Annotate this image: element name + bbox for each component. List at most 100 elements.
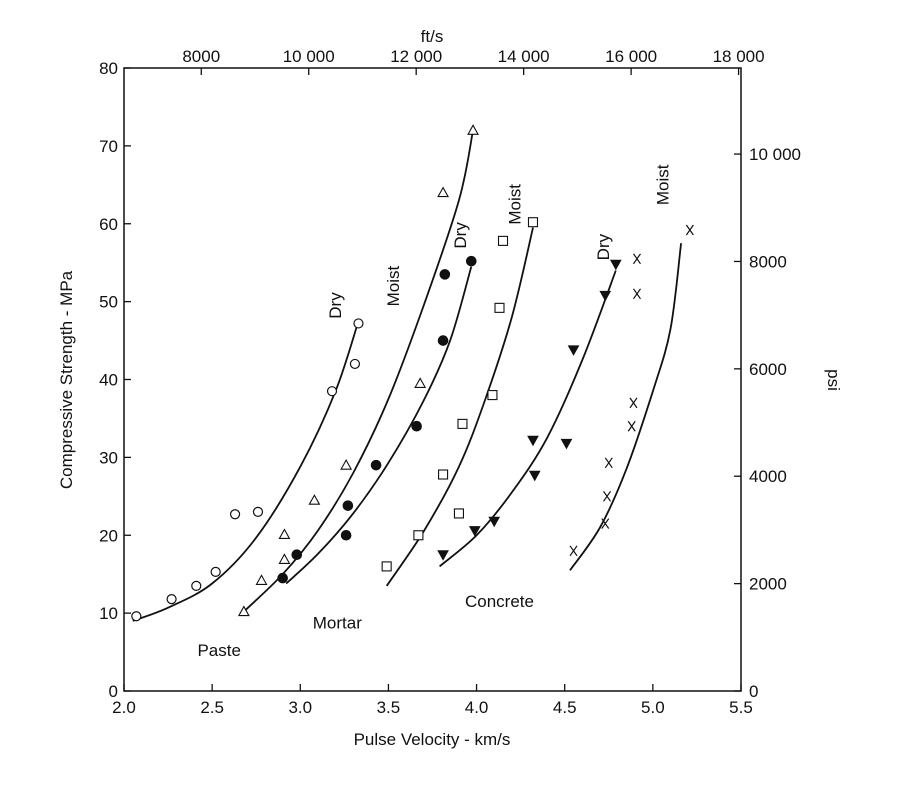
points-layer	[131, 124, 694, 622]
group-label-mortar: Mortar	[313, 614, 362, 633]
y-tick-label: 30	[99, 448, 118, 467]
data-point-circle-open	[191, 580, 202, 591]
fit-curve-5	[569, 243, 682, 571]
y-tick-label: 60	[99, 215, 118, 234]
data-point-triangle-open	[437, 186, 450, 198]
x-tick-label: 4.0	[465, 698, 489, 717]
x2-tick-label: 18 000	[713, 47, 765, 66]
data-point-triangle-filled	[437, 550, 449, 561]
curve-label-5: Moist	[654, 164, 673, 205]
data-point-triangle-filled	[599, 290, 612, 302]
data-point-circle-open	[349, 358, 361, 370]
data-point-circle-filled	[277, 572, 288, 584]
data-point-square-open	[527, 217, 539, 228]
x2-tick-label: 16 000	[605, 47, 657, 66]
data-point-triangle-open	[467, 124, 479, 135]
data-point-triangle-open	[308, 494, 321, 505]
y2-tick-label: 4000	[749, 467, 787, 486]
y2-tick-label: 0	[749, 682, 758, 701]
curve-label-3: Moist	[506, 184, 525, 225]
group-label-paste: Paste	[197, 641, 240, 660]
data-point-x-symbol	[604, 457, 613, 469]
data-point-circle-open	[166, 594, 177, 605]
data-point-circle-filled	[340, 529, 352, 541]
data-point-triangle-filled	[468, 526, 481, 537]
y2-tick-label: 8000	[749, 252, 787, 271]
y2-tick-label: 2000	[749, 575, 787, 594]
y2-tick-label: 6000	[749, 360, 787, 379]
x-tick-label: 2.0	[112, 698, 136, 717]
data-point-square-open	[497, 235, 509, 246]
data-point-x-symbol	[569, 545, 578, 557]
y-axis-title: Compressive Strength - MPa	[57, 270, 76, 489]
data-point-square-open	[487, 390, 498, 401]
data-point-triangle-open	[278, 528, 291, 540]
data-point-circle-filled	[411, 420, 422, 432]
curve-label-0: Dry	[326, 292, 345, 319]
curve-label-4: Dry	[594, 233, 613, 260]
group-label-concrete: Concrete	[465, 592, 534, 611]
data-point-triangle-filled	[527, 435, 539, 447]
plot-frame	[123, 67, 742, 692]
data-point-circle-filled	[370, 459, 382, 471]
data-point-x-symbol	[601, 518, 610, 529]
data-point-circle-filled	[465, 255, 477, 267]
data-point-square-open	[438, 469, 449, 480]
y-tick-label: 40	[99, 371, 118, 390]
x-tick-label: 4.5	[553, 698, 577, 717]
data-point-x-symbol	[685, 224, 694, 236]
data-point-square-open	[381, 561, 392, 572]
x2-tick-label: 10 000	[283, 47, 335, 66]
data-point-circle-open	[210, 566, 221, 577]
fit-curve-3	[385, 227, 534, 587]
curve-label-2: Dry	[451, 222, 470, 249]
x2-axis-title: ft/s	[421, 27, 444, 46]
data-point-triangle-filled	[567, 345, 580, 356]
data-point-square-open	[453, 508, 464, 519]
data-point-triangle-filled	[560, 438, 573, 450]
data-point-triangle-open	[340, 459, 353, 470]
ticks-layer: 2.0 2.5 3.0 3.5 4.0 4.5 5.0 5.50102030405060708…	[99, 47, 801, 717]
data-point-triangle-open	[278, 553, 291, 564]
x-axis-title: Pulse Velocity - km/s	[354, 730, 511, 749]
data-point-triangle-open	[414, 377, 427, 388]
y2-tick-label: 10 000	[749, 145, 801, 164]
data-point-triangle-filled	[488, 516, 501, 528]
data-point-circle-filled	[291, 549, 303, 561]
data-point-x-symbol	[627, 420, 636, 432]
data-point-square-open	[494, 302, 505, 313]
y-tick-label: 0	[109, 682, 118, 701]
data-point-circle-open	[326, 386, 338, 397]
data-point-triangle-open	[237, 605, 250, 617]
x-tick-label: 2.5	[200, 698, 224, 717]
y-tick-label: 50	[99, 293, 118, 312]
y-tick-label: 80	[99, 59, 118, 78]
x2-tick-label: 8000	[182, 47, 220, 66]
labels-layer: Dry Moist Dry Moist Dry Moist Paste Mortar Concr…	[197, 164, 672, 660]
curves-layer	[132, 130, 682, 622]
y-tick-label: 20	[99, 526, 118, 545]
data-point-circle-open	[229, 509, 241, 520]
x2-tick-label: 12 000	[390, 47, 442, 66]
fit-curve-0	[132, 320, 360, 622]
data-point-square-open	[457, 418, 468, 429]
data-point-x-symbol	[629, 397, 638, 409]
fit-curve-2	[285, 266, 473, 585]
x2-tick-label: 14 000	[498, 47, 550, 66]
data-point-circle-open	[353, 318, 364, 329]
data-point-x-symbol	[632, 253, 641, 265]
data-point-circle-filled	[342, 500, 354, 511]
data-point-circle-open	[252, 506, 264, 517]
data-point-x-symbol	[632, 288, 641, 300]
y-tick-label: 10	[99, 604, 118, 623]
y-tick-label: 70	[99, 137, 118, 156]
data-point-triangle-filled	[528, 470, 541, 482]
data-point-x-symbol	[603, 490, 612, 502]
data-point-triangle-open	[255, 574, 268, 585]
x-tick-label: 3.5	[377, 698, 401, 717]
data-point-triangle-filled	[609, 259, 622, 271]
x-tick-label: 5.0	[641, 698, 665, 717]
curve-label-1: Moist	[384, 266, 403, 307]
fit-curve-1	[243, 130, 474, 613]
